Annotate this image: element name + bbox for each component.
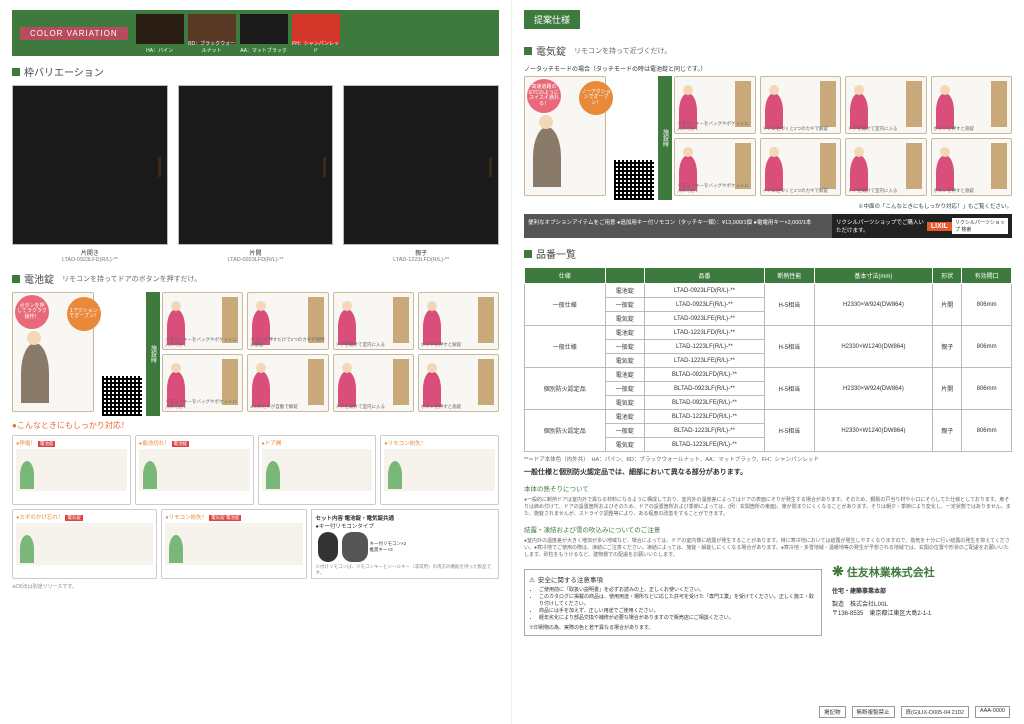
color-swatch: BD：ブラックウォールナット [188,14,236,44]
color-variation-banner: COLOR VARIATION HA：パインBD：ブラックウォールナットAA：マ… [12,10,499,56]
safety-box: 安全に関する注意事項 ご使用前に「取扱い説明書」を必ずお読みの上、正しくお使いく… [524,569,822,636]
battery-left-illus: 1アクションでオープン！ ボタンを押してラクラク操作！ [12,292,94,412]
illus-step: ボタンを押すと施錠 [931,76,1013,134]
spec-banner: 提案仕様 [524,10,580,29]
battery-title: 電池錠 リモコンを持ってドアのボタンを押すだけ。 [12,271,499,286]
trouble-box: ●停電！電池錠 [12,435,131,505]
table-title: 品番一覧 [524,246,1012,261]
company-block: 住友林業株式会社 住宅・建築事業本部 製造 株式会社LIXIL 〒136-853… [832,563,1012,617]
trouble-box: ●リモコン紛失！ [380,435,499,505]
fine-t1: 本体の熱そりについて [524,483,1012,493]
illus-step: 2つのカギが自動で解錠 [247,354,328,412]
color-swatch: FH：シャンパンレッド [292,14,340,44]
left-page: COLOR VARIATION HA：パインBD：ブラックウォールナットAA：マ… [0,0,512,724]
fine-p1: ●一般的に断熱ドアは室内外で異なる材料になるように構成しており、室内外の温度差に… [524,497,1012,518]
illus-step: ボタンを押すと解錠 [418,292,499,350]
illus-step: リモコンキーをバッグやポケットに入れておく [162,354,243,412]
illus-step: ドアを開けて室内に入る [333,292,414,350]
illus-step: ボタンを押すだけで2つのカギが同時に解錠 [247,292,328,350]
right-page: 提案仕様 電気錠 リモコンを持って近づくだけ。 ノータッチモードの場合（タッチモ… [512,0,1024,724]
door-item: 片開きLTAD-0923LFD(R/L)-** [12,85,168,263]
illus-step: ドアを開けて室内に入る [333,354,414,412]
illus-step: リモコンキーをバッグやポケットに入れておく [674,76,756,134]
illus-step: ドアに近づくと2つのカギで解錠 [760,138,842,196]
option-banner: 便利なオプションアイテムをご用意 ●追加用キー付リモコン（タッチキー類）：¥13… [524,214,1012,238]
illus-step: ドアに近づくと2つのカギで解錠 [760,76,842,134]
notouch-note: ノータッチモードの場合（タッチモードの時は電池錠と同じです。） [524,64,1012,73]
door-item: 片開LTAD-0923LFD(R/L)-** [178,85,334,263]
door-row: 片開きLTAD-0923LFD(R/L)-**片開LTAD-0923LFD(R/… [12,85,499,263]
battery-illus: 1アクションでオープン！ ボタンを押してラクラク操作！ 施錠時 リモコンキーをバ… [12,292,499,416]
table-note: **＝ドア本体色（内外共） HA：パイン、BD：ブラックウォールナット、AA：マ… [524,455,1012,463]
trouble-box: ●電池切れ！電池錠 [135,435,254,505]
company-logo: 住友林業株式会社 [832,563,1012,580]
door-item: 親子LTAD-1223LFD(R/L)-** [343,85,499,263]
electric-title: 電気錠 リモコンを持って近づくだけ。 [524,43,1012,58]
qr-code [614,160,654,200]
electric-note: ※中面の「こんなときにもしっかり対応！」もご覧ください。 [524,202,1012,210]
illus-step: ボタンを押すと施錠 [931,138,1013,196]
qr-code [102,376,142,416]
illus-step: リモコンキーをバッグやポケットに入れておく [674,138,756,196]
electric-illus: ノーアクションでオープン！ 高速道路のETCのようにスイスイ通れる！ 施錠時 リ… [524,76,1012,200]
color-swatch: HA：パイン [136,14,184,44]
lixil-logo: LIXIL [927,222,952,231]
trouble-grid: ●停電！電池錠●電池切れ！電池錠●ドア開●リモコン紛失！ ●カギのかけ忘れ！電気… [12,435,499,579]
spec-table: 仕様品番断熱性能基本寸法(mm)形状有効開口 一般仕様電池錠LTAD-0923L… [524,267,1012,452]
electric-left-illus: ノーアクションでオープン！ 高速道路のETCのようにスイスイ通れる！ [524,76,606,196]
trouble-box: ●カギのかけ忘れ！電気錠 [12,509,157,579]
konnna-heading: ●こんなときにもしっかり対応！ [12,420,499,431]
illus-step: ドアを開けて室内に入る [845,138,927,196]
color-swatch: AA：マットブラック [240,14,288,44]
fine-t2: 結露・凍結および雪の吹込みについてのご注意 [524,524,1012,534]
illus-step: リモコンキーをバッグやポケットに入れておく [162,292,243,350]
doors-title: 枠バリエーション [12,64,499,79]
table-warn: 一般仕様と個別防火認定品では、細部において異なる部分があります。 [524,467,1012,477]
trouble-box: ●ドア開 [258,435,377,505]
footer-codes: 掲記物無断複製禁止資(G)LIX-D005-04 2102AAA-0000 [819,706,1010,718]
cv-title: COLOR VARIATION [20,27,128,40]
set-contents-box: セット内容 電池錠・電気錠共通●キー付リモコンタイプキー付リモコン×2推奨キー×… [311,509,499,579]
illus-step: ドアを開けて室内に入る [845,76,927,134]
trouble-box: ●リモコン紛失！電気錠 電池錠 [161,509,306,579]
fine-p2: ●室内外の温度差が大きく増加が多い地域など、場合によっては、ドアの室内側に結露が… [524,538,1012,559]
set-footnote: ※D0法は別途リリースです。 [12,583,499,590]
illus-step: ボタンを押すと施錠 [418,354,499,412]
